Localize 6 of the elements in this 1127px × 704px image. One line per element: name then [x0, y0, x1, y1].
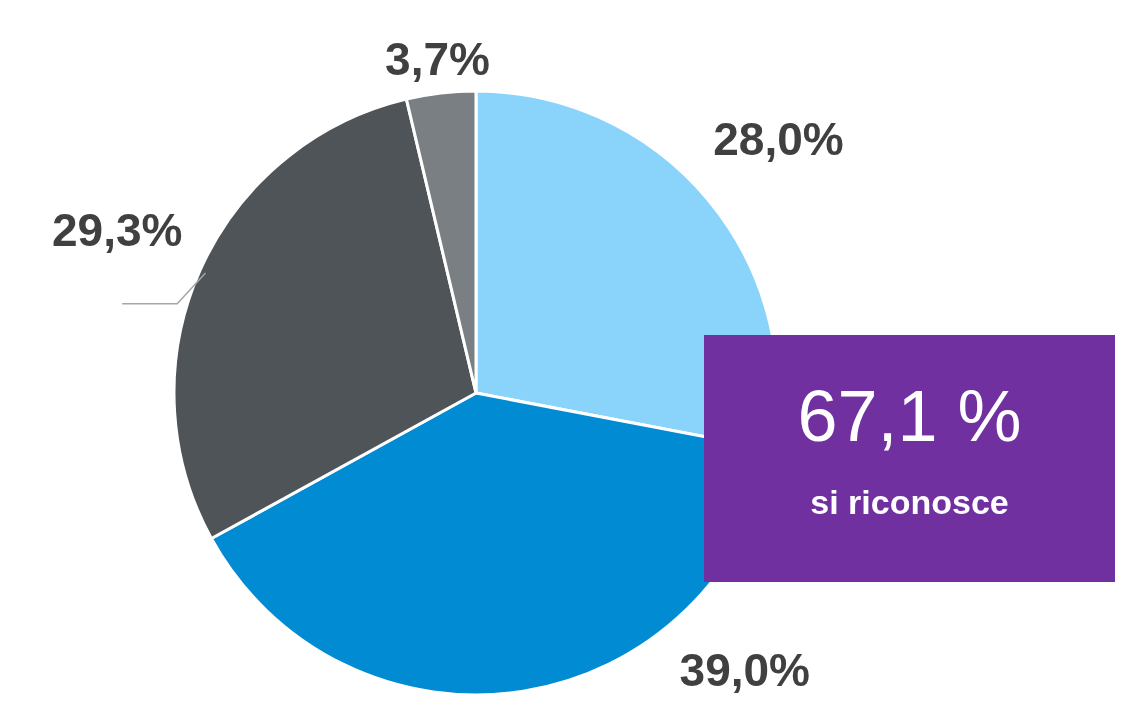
data-label: 28,0% — [713, 112, 844, 165]
data-label: 39,0% — [679, 644, 810, 697]
data-label: 29,3% — [51, 203, 183, 256]
data-label: 3,7% — [385, 33, 490, 86]
text: 67,1 % — [797, 376, 1022, 457]
text: si riconosce — [810, 482, 1009, 521]
